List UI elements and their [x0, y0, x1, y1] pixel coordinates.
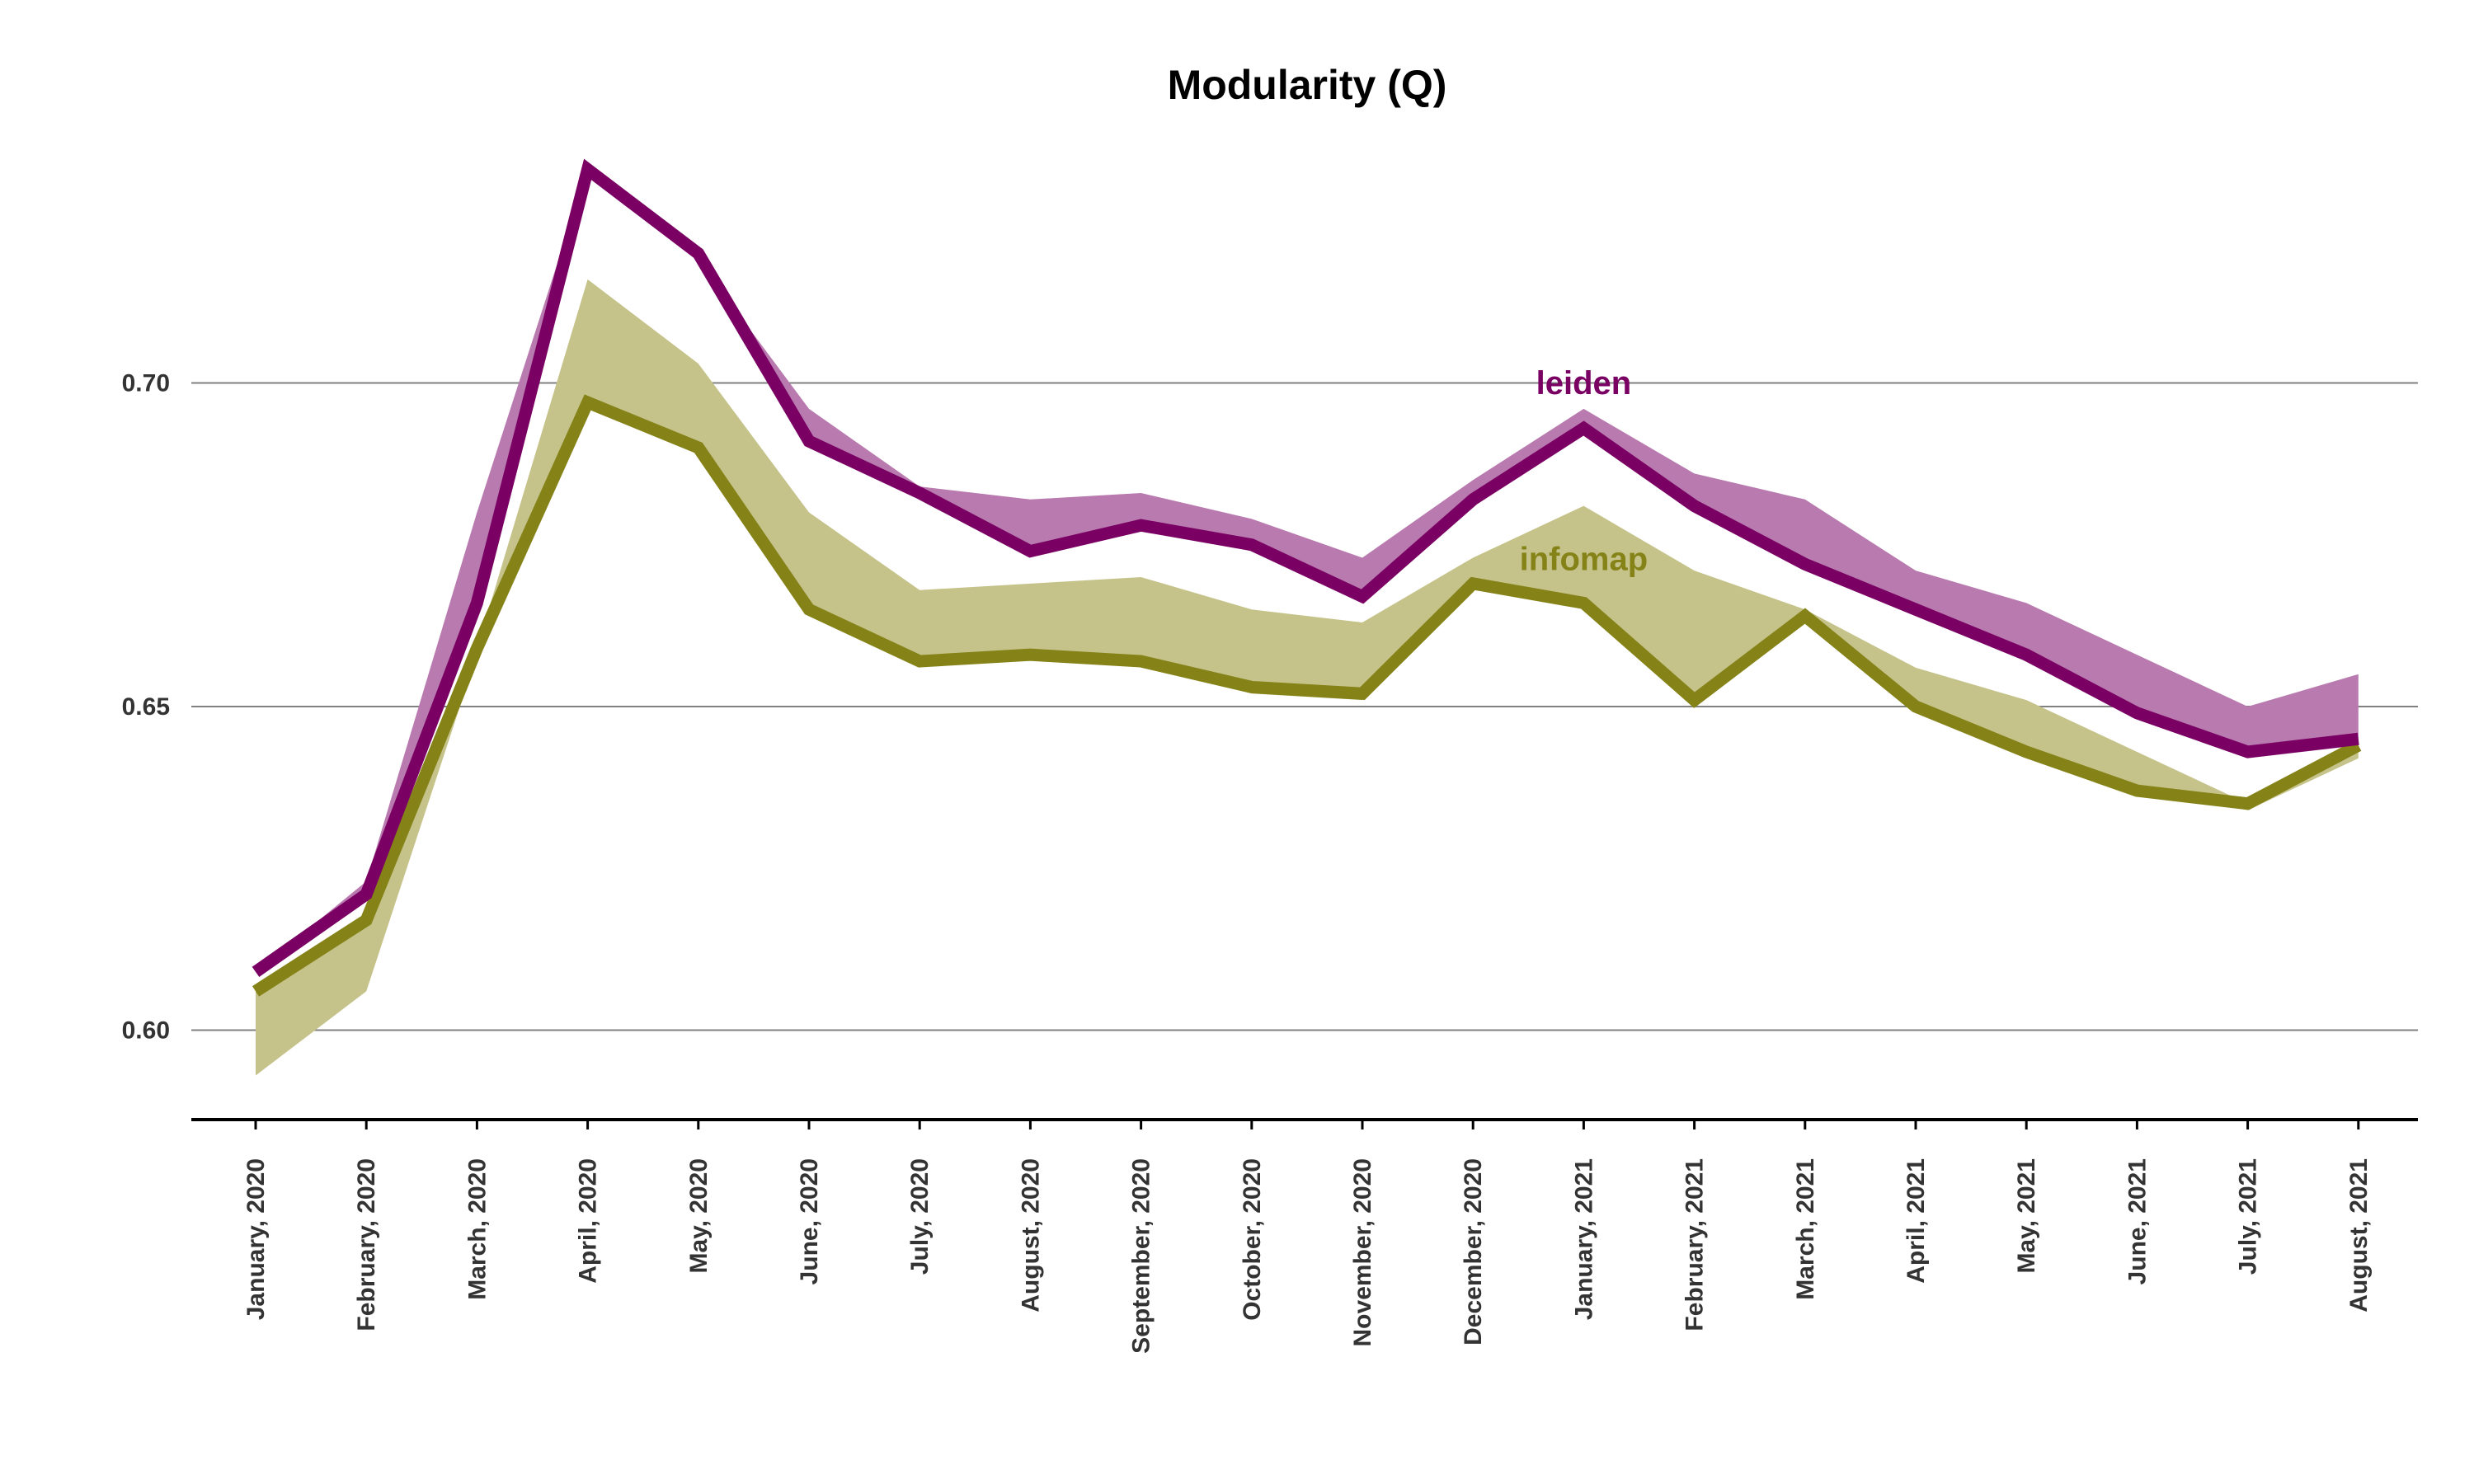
- series-label-infomap: infomap: [1520, 542, 1649, 578]
- series-lines: [252, 158, 2362, 997]
- x-tick-label: July, 2020: [906, 1158, 934, 1275]
- x-axis-ticks: January, 2020 February, 2020 March, 2020 Ap…: [242, 1120, 2373, 1354]
- y-tick-label: 0.70: [122, 370, 170, 397]
- series-line-infomap: [252, 394, 2362, 997]
- y-axis-ticks: 0.60 0.65 0.70: [122, 370, 170, 1045]
- x-tick-label: April, 2020: [575, 1158, 602, 1284]
- x-tick-label: February, 2021: [1681, 1158, 1709, 1331]
- x-tick-label: January, 2020: [242, 1158, 270, 1320]
- x-tick-label: December, 2020: [1460, 1158, 1487, 1345]
- y-tick-label: 0.65: [122, 693, 170, 721]
- series-labels: leiden infomap: [1520, 365, 1649, 578]
- x-tick-label: February, 2020: [353, 1158, 380, 1331]
- x-tick-label: June, 2020: [796, 1158, 823, 1284]
- x-tick-label: May, 2020: [685, 1158, 713, 1274]
- series-line-leiden: [252, 158, 2359, 977]
- x-tick-label: July, 2021: [2235, 1158, 2262, 1275]
- x-tick-label: April, 2021: [1903, 1158, 1930, 1284]
- range-band-infomap: [256, 279, 2359, 1076]
- x-tick-label: September, 2020: [1128, 1158, 1155, 1354]
- range-bands: [256, 169, 2359, 1076]
- series-label-leiden: leiden: [1536, 365, 1632, 402]
- gridlines: [191, 382, 2418, 1031]
- x-tick-label: August, 2020: [1017, 1158, 1044, 1313]
- x-tick-label: March, 2020: [463, 1158, 491, 1300]
- x-tick-label: October, 2020: [1239, 1158, 1266, 1321]
- x-tick-label: May, 2021: [2013, 1158, 2040, 1274]
- chart-title: Modularity (Q): [1168, 62, 1447, 108]
- x-tick-label: August, 2021: [2345, 1158, 2373, 1313]
- y-tick-label: 0.60: [122, 1017, 170, 1045]
- x-tick-label: January, 2021: [1570, 1158, 1597, 1320]
- x-tick-label: June, 2021: [2124, 1158, 2151, 1284]
- x-tick-label: March, 2021: [1792, 1158, 1819, 1300]
- x-tick-label: November, 2020: [1349, 1158, 1376, 1346]
